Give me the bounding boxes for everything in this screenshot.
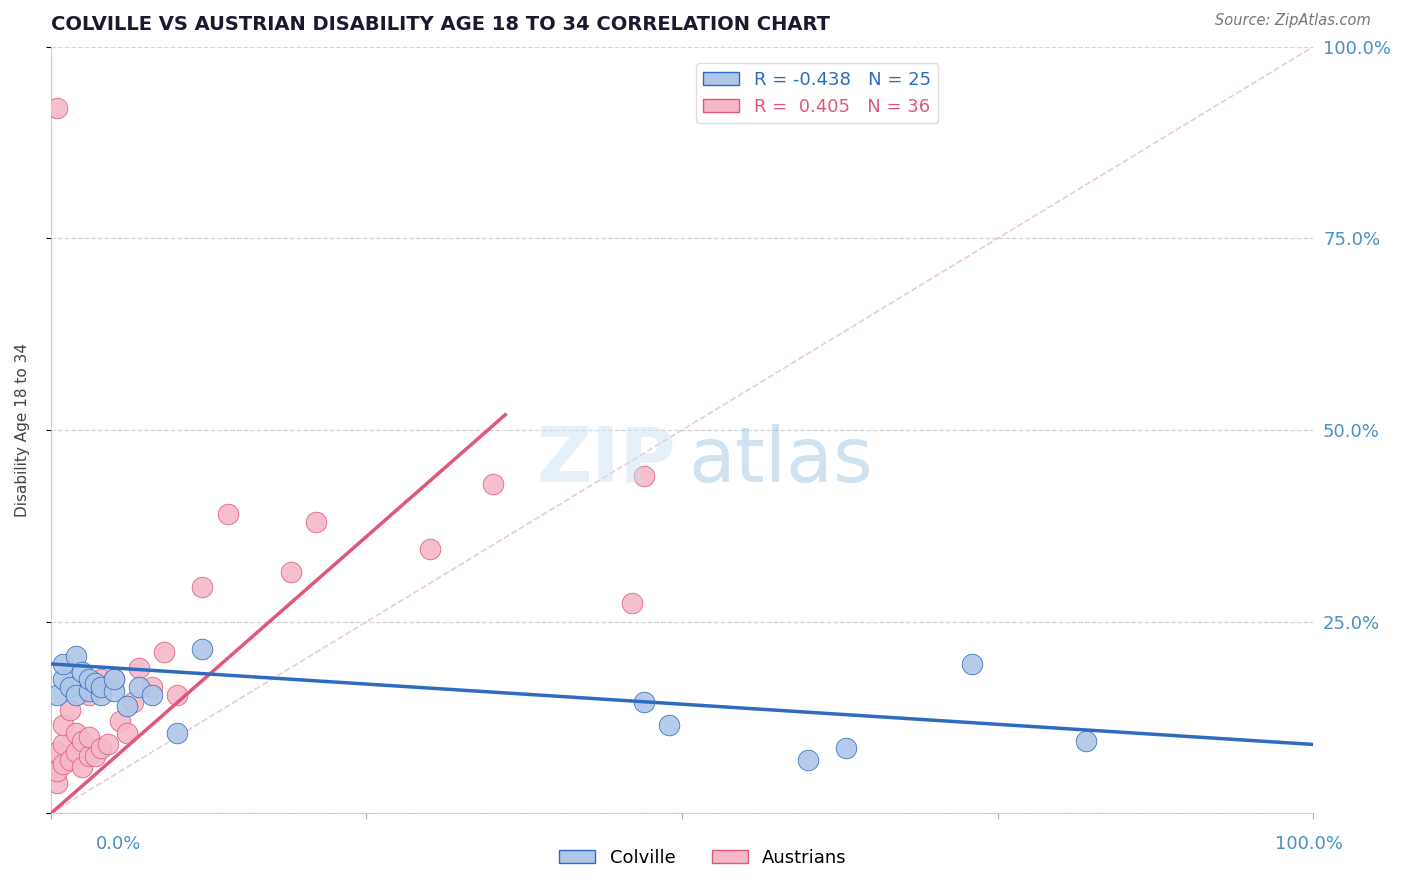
Text: Source: ZipAtlas.com: Source: ZipAtlas.com — [1215, 13, 1371, 28]
Point — [166, 688, 188, 702]
Point — [77, 683, 100, 698]
Point — [141, 688, 163, 702]
Point — [46, 688, 69, 702]
Point — [90, 741, 112, 756]
Point — [103, 673, 125, 687]
Point — [153, 645, 176, 659]
Point — [305, 515, 328, 529]
Point — [77, 730, 100, 744]
Point — [65, 726, 87, 740]
Point — [217, 508, 239, 522]
Text: 100.0%: 100.0% — [1275, 835, 1343, 853]
Point — [46, 101, 69, 115]
Y-axis label: Disability Age 18 to 34: Disability Age 18 to 34 — [15, 343, 30, 517]
Point — [52, 738, 75, 752]
Point — [72, 733, 94, 747]
Point — [72, 760, 94, 774]
Point — [191, 580, 214, 594]
Point — [835, 741, 858, 756]
Point — [620, 596, 643, 610]
Point — [122, 695, 145, 709]
Point — [90, 673, 112, 687]
Point — [84, 676, 107, 690]
Point — [280, 565, 302, 579]
Point — [52, 718, 75, 732]
Point — [128, 680, 150, 694]
Point — [633, 695, 655, 709]
Point — [52, 756, 75, 771]
Text: atlas: atlas — [689, 424, 873, 498]
Point — [77, 748, 100, 763]
Point — [419, 541, 441, 556]
Point — [191, 641, 214, 656]
Point — [128, 661, 150, 675]
Legend: R = -0.438   N = 25, R =  0.405   N = 36: R = -0.438 N = 25, R = 0.405 N = 36 — [696, 63, 938, 123]
Point — [84, 748, 107, 763]
Point — [633, 469, 655, 483]
Text: ZIP: ZIP — [536, 424, 676, 498]
Point — [46, 745, 69, 759]
Point — [77, 688, 100, 702]
Point — [52, 673, 75, 687]
Point — [65, 688, 87, 702]
Point — [65, 649, 87, 664]
Point — [59, 753, 82, 767]
Point — [1074, 733, 1097, 747]
Point — [115, 726, 138, 740]
Point — [72, 665, 94, 679]
Point — [59, 680, 82, 694]
Point — [97, 738, 120, 752]
Point — [90, 680, 112, 694]
Point — [141, 680, 163, 694]
Point — [110, 714, 132, 729]
Text: COLVILLE VS AUSTRIAN DISABILITY AGE 18 TO 34 CORRELATION CHART: COLVILLE VS AUSTRIAN DISABILITY AGE 18 T… — [51, 15, 830, 34]
Point — [46, 776, 69, 790]
Legend: Colville, Austrians: Colville, Austrians — [553, 842, 853, 874]
Point — [115, 699, 138, 714]
Point — [65, 745, 87, 759]
Point — [962, 657, 984, 671]
Point — [103, 683, 125, 698]
Point — [658, 718, 681, 732]
Point — [797, 753, 820, 767]
Point — [166, 726, 188, 740]
Point — [481, 476, 503, 491]
Text: 0.0%: 0.0% — [96, 835, 141, 853]
Point — [77, 673, 100, 687]
Point — [90, 688, 112, 702]
Point — [59, 703, 82, 717]
Point — [52, 657, 75, 671]
Point — [103, 673, 125, 687]
Point — [46, 764, 69, 779]
